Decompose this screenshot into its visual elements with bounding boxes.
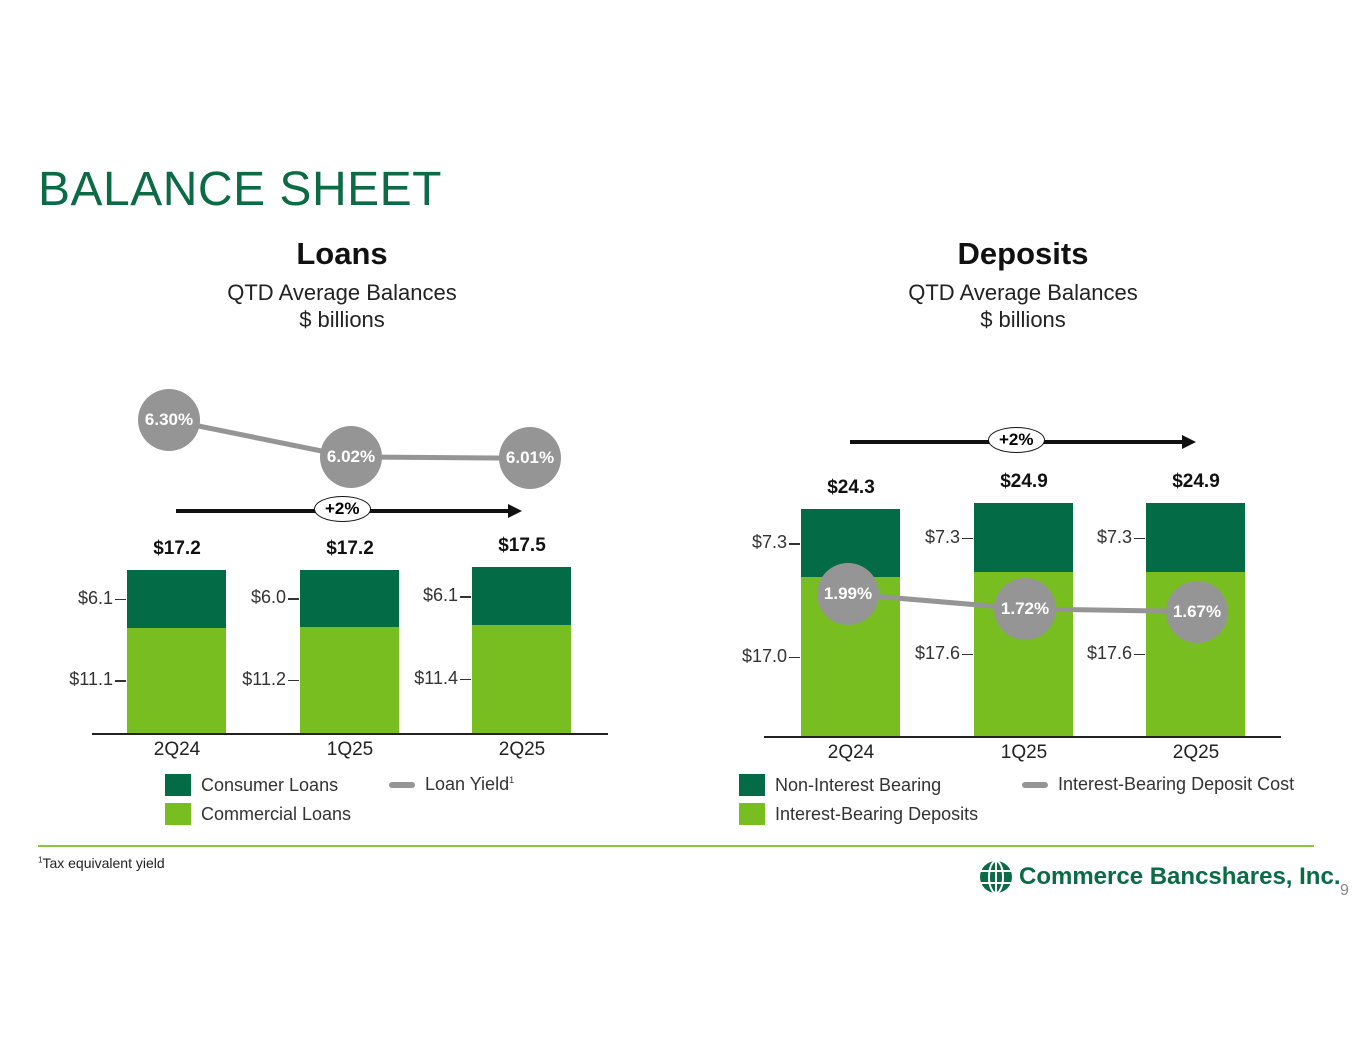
category-label: 1Q25 xyxy=(1000,742,1048,763)
globe-icon xyxy=(980,860,1012,894)
label-tick xyxy=(460,678,471,681)
category-label: 2Q25 xyxy=(1172,742,1220,763)
bar-top-1Q25 xyxy=(974,503,1073,572)
line-point: 6.01% xyxy=(499,427,561,490)
line-point: 1.99% xyxy=(817,563,879,625)
growth-badge: +2% xyxy=(314,496,371,522)
segment-label: $11.4 xyxy=(414,667,458,688)
segment-label: $6.1 xyxy=(77,587,113,608)
bar-bottom-2Q25 xyxy=(472,624,571,733)
legend-label: Loan Yield1 xyxy=(425,774,514,795)
x-axis xyxy=(764,736,1281,738)
legend-label: Interest-Bearing Deposit Cost xyxy=(1058,774,1295,794)
category-label: 2Q24 xyxy=(827,742,875,763)
bar-bottom-2Q24 xyxy=(127,627,226,733)
swatch-dark xyxy=(165,774,191,796)
swatch-dark xyxy=(739,774,765,796)
total-label: $24.3 xyxy=(827,477,875,499)
legend-label: Consumer Loans xyxy=(201,774,339,795)
line-point: 1.72% xyxy=(994,577,1056,640)
legend-text: Loan Yield xyxy=(425,774,510,794)
line-point: 6.02% xyxy=(320,425,382,488)
segment-label: $17.0 xyxy=(741,645,787,666)
total-label: $17.5 xyxy=(498,535,546,557)
label-tick xyxy=(962,653,973,656)
arrowhead-icon xyxy=(508,504,522,518)
swatch-line xyxy=(1022,781,1048,788)
label-tick xyxy=(288,679,299,682)
label-tick xyxy=(789,543,800,545)
segment-label: $11.2 xyxy=(242,668,286,689)
label-tick xyxy=(1134,537,1145,540)
segment-label: $7.3 xyxy=(1096,526,1132,547)
swatch-light xyxy=(165,803,191,825)
footnote-text: Tax equivalent yield xyxy=(42,855,165,871)
loans-unit: $ billions xyxy=(299,307,385,332)
swatch-light xyxy=(739,803,765,825)
label-tick xyxy=(115,598,126,601)
segment-label: $11.1 xyxy=(69,669,113,690)
label-tick xyxy=(789,656,800,659)
label-tick xyxy=(460,596,471,598)
arrowhead-icon xyxy=(1182,435,1196,449)
swatch-line xyxy=(389,781,415,788)
label-tick xyxy=(288,598,299,600)
legend-interest-bearing: Interest-Bearing Deposits xyxy=(739,803,978,825)
legend-label: Interest-Bearing Deposits xyxy=(775,803,979,824)
company-logo: Commerce Bancshares, Inc. xyxy=(979,860,1340,894)
total-label: $17.2 xyxy=(326,537,374,559)
deposits-subtitle: QTD Average Balances xyxy=(908,280,1138,305)
bar-top-1Q25 xyxy=(300,569,399,627)
category-label: 1Q25 xyxy=(326,739,374,760)
segment-label: $6.1 xyxy=(422,585,458,605)
segment-label: $7.3 xyxy=(751,532,787,553)
label-tick xyxy=(115,680,126,682)
line-point: 1.67% xyxy=(1166,580,1228,643)
category-label: 2Q25 xyxy=(498,739,546,760)
logo-text: Commerce Bancshares, Inc. xyxy=(1019,863,1341,890)
growth-badge: +2% xyxy=(988,427,1045,453)
legend-commercial-loans: Commercial Loans xyxy=(165,803,351,825)
loans-title: Loans xyxy=(296,236,388,271)
footnote-mark: 1 xyxy=(509,775,515,785)
segment-label: $17.6 xyxy=(1086,642,1132,663)
page-number: 9 xyxy=(1340,882,1349,899)
footer-divider xyxy=(38,845,1314,847)
total-label: $24.9 xyxy=(1000,471,1048,493)
legend-label: Commercial Loans xyxy=(201,803,352,824)
line-point: 6.30% xyxy=(138,389,200,451)
label-tick xyxy=(1134,653,1145,656)
segment-label: $7.3 xyxy=(924,526,960,547)
loans-subtitle: QTD Average Balances xyxy=(227,280,457,305)
total-label: $17.2 xyxy=(153,537,201,559)
x-axis xyxy=(92,733,608,735)
bar-top-2Q24 xyxy=(127,569,226,628)
bar-bottom-1Q25 xyxy=(300,626,399,733)
category-label: 2Q24 xyxy=(153,739,201,760)
page-title: BALANCE SHEET xyxy=(38,163,442,216)
legend-consumer-loans: Consumer Loans xyxy=(165,774,338,796)
legend-loan-yield: Loan Yield1 xyxy=(389,774,514,795)
total-label: $24.9 xyxy=(1172,471,1220,493)
segment-label: $6.0 xyxy=(250,587,286,608)
legend-non-interest-bearing: Non-Interest Bearing xyxy=(739,774,941,796)
deposits-title: Deposits xyxy=(957,236,1089,271)
deposits-unit: $ billions xyxy=(980,307,1066,332)
segment-label: $17.6 xyxy=(914,642,960,663)
label-tick xyxy=(962,537,973,540)
bar-top-2Q25 xyxy=(472,567,571,625)
footnote-mark: 1 xyxy=(38,855,43,865)
legend-label: Non-Interest Bearing xyxy=(775,774,942,795)
footnote: 1Tax equivalent yield xyxy=(38,855,165,871)
legend-deposit-cost: Interest-Bearing Deposit Cost xyxy=(1022,774,1294,795)
bar-top-2Q25 xyxy=(1146,503,1245,572)
